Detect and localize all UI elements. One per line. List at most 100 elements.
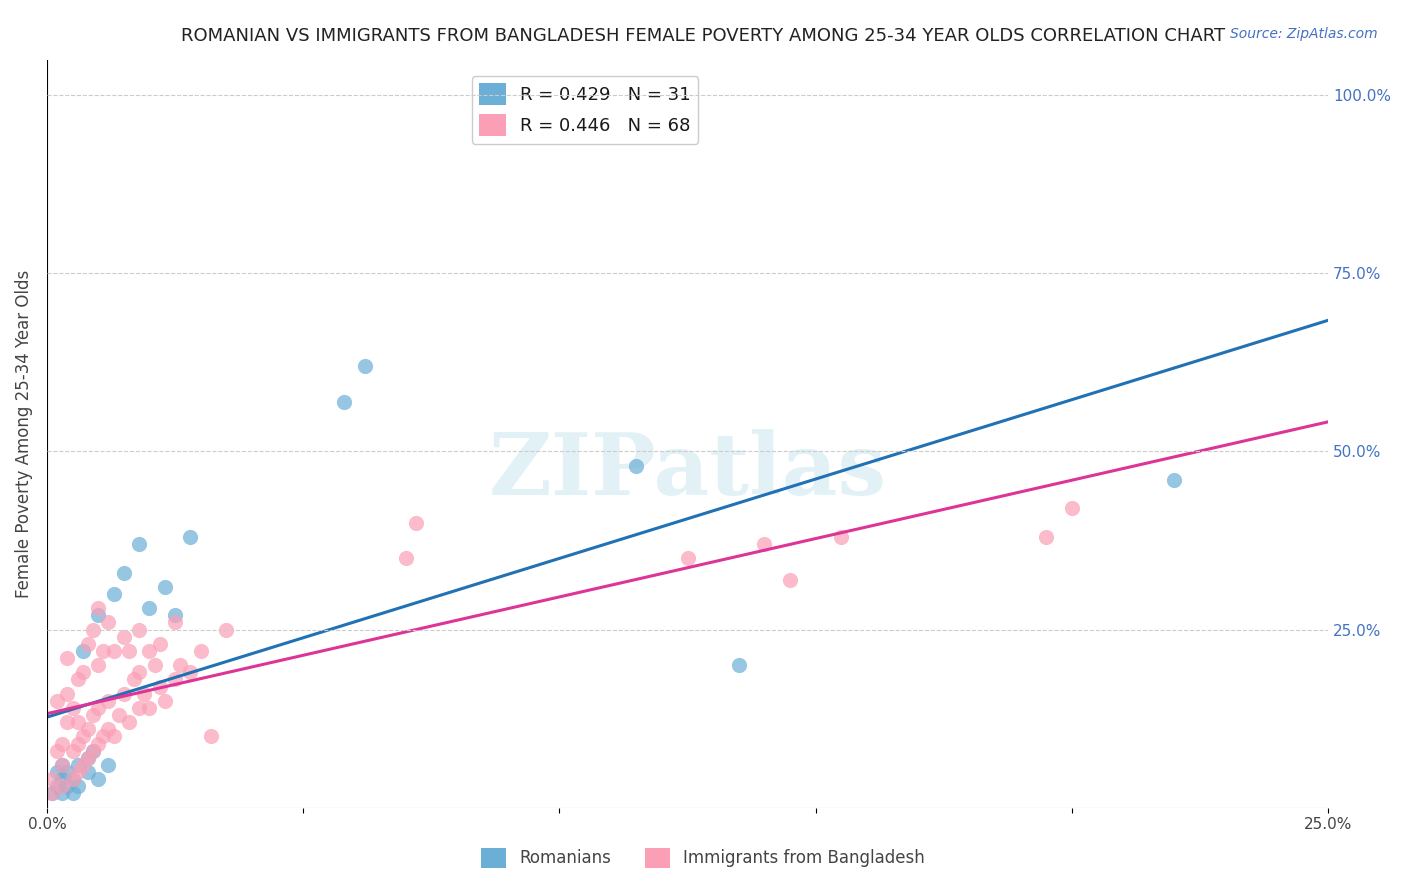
Point: [333, 394, 356, 409]
Legend: Romanians, Immigrants from Bangladesh: Romanians, Immigrants from Bangladesh: [474, 841, 932, 875]
Point: [138, 644, 160, 658]
Point: [72, 644, 94, 658]
Point: [91, 644, 114, 658]
Point: [41, 786, 63, 800]
Point: [112, 630, 135, 644]
Point: [46, 694, 69, 708]
Point: [66, 758, 89, 772]
Point: [87, 737, 110, 751]
Point: [97, 615, 120, 630]
Point: [190, 644, 212, 658]
Point: [72, 730, 94, 744]
Point: [128, 665, 150, 680]
Point: [103, 730, 125, 744]
Point: [128, 701, 150, 715]
Point: [163, 615, 186, 630]
Point: [56, 651, 79, 665]
Point: [215, 623, 238, 637]
Point: [149, 680, 172, 694]
Point: [107, 708, 129, 723]
Point: [51, 772, 73, 787]
Point: [51, 780, 73, 794]
Point: [395, 551, 418, 566]
Point: [727, 658, 749, 673]
Point: [56, 687, 79, 701]
Point: [138, 701, 160, 715]
Y-axis label: Female Poverty Among 25-34 Year Olds: Female Poverty Among 25-34 Year Olds: [15, 269, 32, 598]
Point: [676, 551, 699, 566]
Point: [128, 537, 150, 551]
Point: [163, 608, 186, 623]
Legend: R = 0.429   N = 31, R = 0.446   N = 68: R = 0.429 N = 31, R = 0.446 N = 68: [472, 76, 699, 144]
Point: [46, 765, 69, 780]
Point: [149, 637, 172, 651]
Point: [87, 658, 110, 673]
Point: [77, 751, 100, 765]
Point: [626, 458, 648, 473]
Point: [97, 723, 120, 737]
Point: [153, 694, 176, 708]
Point: [1035, 530, 1057, 544]
Point: [62, 772, 84, 787]
Point: [41, 772, 63, 787]
Point: [62, 772, 84, 787]
Point: [82, 744, 104, 758]
Point: [51, 786, 73, 800]
Point: [134, 687, 156, 701]
Point: [143, 658, 166, 673]
Text: ROMANIAN VS IMMIGRANTS FROM BANGLADESH FEMALE POVERTY AMONG 25-34 YEAR OLDS CORR: ROMANIAN VS IMMIGRANTS FROM BANGLADESH F…: [181, 27, 1225, 45]
Point: [122, 673, 145, 687]
Point: [77, 765, 100, 780]
Point: [66, 765, 89, 780]
Point: [82, 708, 104, 723]
Point: [56, 765, 79, 780]
Point: [46, 744, 69, 758]
Point: [77, 637, 100, 651]
Point: [163, 673, 186, 687]
Point: [51, 758, 73, 772]
Point: [51, 758, 73, 772]
Point: [91, 730, 114, 744]
Point: [66, 780, 89, 794]
Point: [200, 730, 222, 744]
Point: [179, 665, 201, 680]
Point: [405, 516, 427, 530]
Point: [1163, 473, 1185, 487]
Point: [103, 587, 125, 601]
Point: [118, 644, 141, 658]
Point: [66, 715, 89, 730]
Point: [66, 673, 89, 687]
Point: [77, 751, 100, 765]
Point: [128, 623, 150, 637]
Point: [56, 715, 79, 730]
Point: [103, 644, 125, 658]
Point: [87, 608, 110, 623]
Point: [138, 601, 160, 615]
Point: [56, 780, 79, 794]
Point: [62, 786, 84, 800]
Point: [77, 723, 100, 737]
Text: Source: ZipAtlas.com: Source: ZipAtlas.com: [1230, 27, 1378, 41]
Point: [46, 780, 69, 794]
Point: [72, 758, 94, 772]
Point: [779, 573, 801, 587]
Point: [97, 758, 120, 772]
Point: [72, 665, 94, 680]
Point: [82, 623, 104, 637]
Point: [62, 744, 84, 758]
Point: [179, 530, 201, 544]
Text: ZIPatlas: ZIPatlas: [488, 429, 887, 513]
Point: [51, 737, 73, 751]
Point: [87, 601, 110, 615]
Point: [1060, 501, 1083, 516]
Point: [112, 687, 135, 701]
Point: [169, 658, 191, 673]
Point: [112, 566, 135, 580]
Point: [118, 715, 141, 730]
Point: [830, 530, 852, 544]
Point: [754, 537, 776, 551]
Point: [66, 737, 89, 751]
Point: [353, 359, 375, 373]
Point: [82, 744, 104, 758]
Point: [153, 580, 176, 594]
